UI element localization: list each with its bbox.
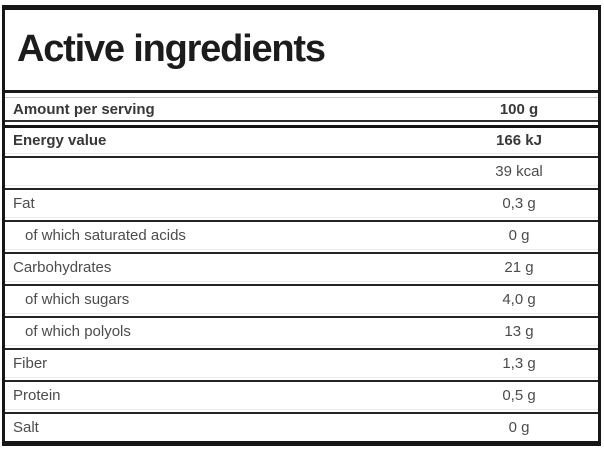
energy-value-row: Energy value 166 kJ	[5, 125, 598, 154]
row-value: 39 kcal	[495, 163, 543, 180]
table-row-fat: Fat 0,3 g	[5, 188, 598, 218]
row-label: Carbohydrates	[13, 259, 112, 276]
table-row-saturated-acids: of which saturated acids 0 g	[5, 220, 598, 250]
row-value: 0,3 g	[502, 195, 536, 212]
energy-value-label: Energy value	[13, 132, 107, 149]
table-row-protein: Protein 0,5 g	[5, 380, 598, 410]
table-row-carbohydrates: Carbohydrates 21 g	[5, 252, 598, 282]
energy-value-kj: 166 kJ	[496, 132, 542, 149]
table-row-kcal: 39 kcal	[5, 156, 598, 186]
row-value: 0 g	[508, 227, 530, 244]
row-label: Salt	[13, 419, 39, 436]
table-title-box: Active ingredients	[5, 10, 598, 93]
page-title: Active ingredients	[17, 28, 326, 70]
table-row-polyols: of which polyols 13 g	[5, 316, 598, 346]
table-row-fiber: Fiber 1,3 g	[5, 348, 598, 378]
row-label: of which saturated acids	[25, 227, 186, 244]
row-label: of which polyols	[25, 323, 131, 340]
row-label: of which sugars	[25, 291, 130, 308]
row-value: 4,0 g	[502, 291, 536, 308]
row-value: 0,5 g	[502, 387, 536, 404]
row-value: 13 g	[504, 323, 534, 340]
table-row-sugars: of which sugars 4,0 g	[5, 284, 598, 314]
amount-per-serving-label: Amount per serving	[13, 100, 155, 118]
row-value: 0 g	[508, 419, 530, 436]
amount-per-serving-row: Amount per serving 100 g	[5, 97, 598, 122]
nutrition-facts-table: Active ingredients Amount per serving 10…	[2, 5, 601, 446]
row-value: 21 g	[504, 259, 534, 276]
table-row-salt: Salt 0 g	[5, 412, 598, 441]
row-label: Protein	[13, 387, 61, 404]
row-value: 1,3 g	[502, 355, 536, 372]
amount-per-serving-value: 100 g	[499, 100, 539, 118]
row-label: Fat	[13, 195, 35, 212]
row-label: Fiber	[13, 355, 48, 372]
